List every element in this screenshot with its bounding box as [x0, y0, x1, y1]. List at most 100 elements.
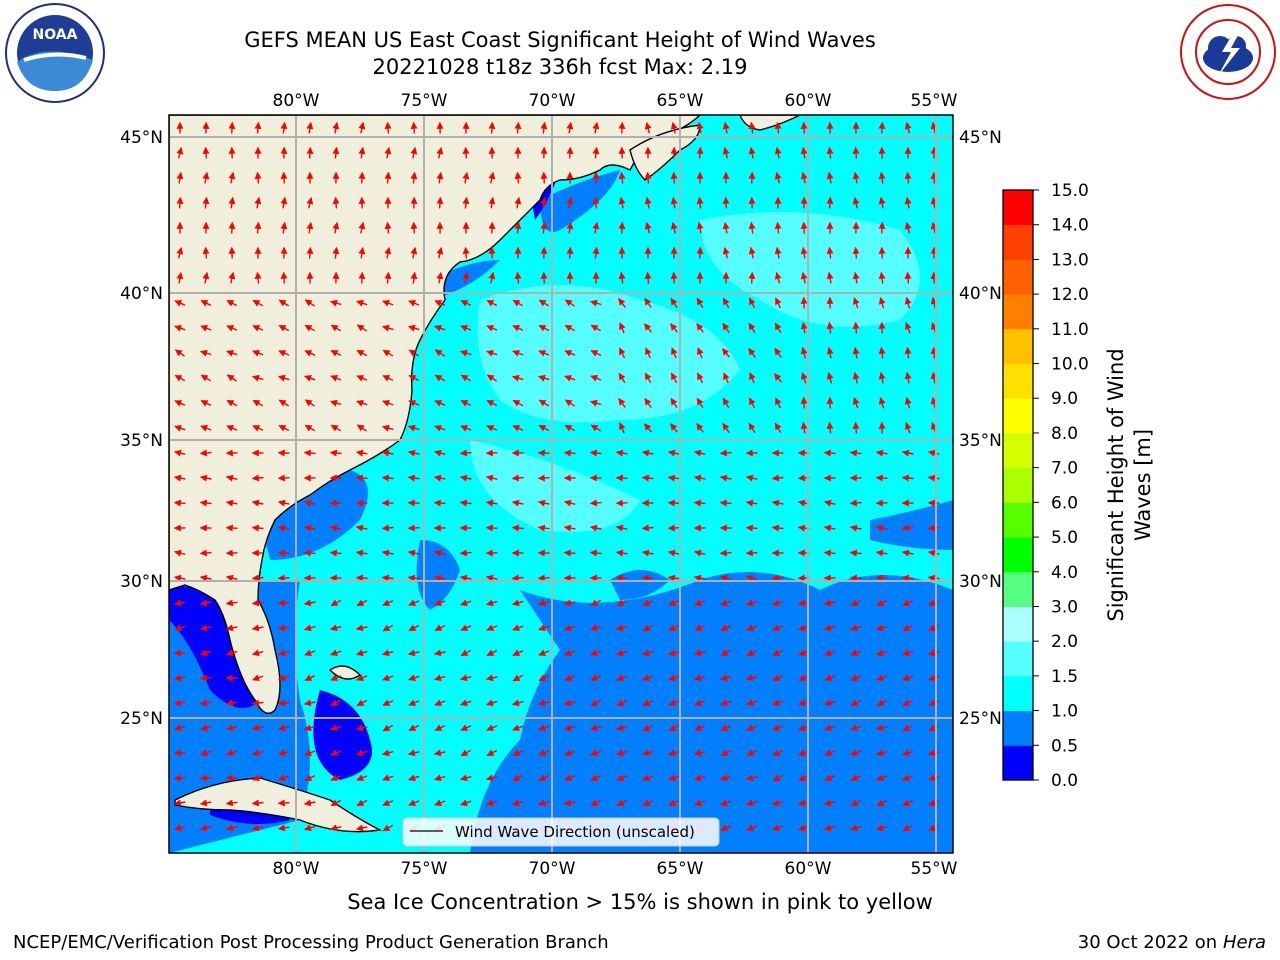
- wave-direction-arrow: [252, 374, 264, 382]
- wave-direction-arrow: [564, 399, 575, 407]
- wave-direction-arrow: [618, 121, 626, 134]
- wave-direction-arrow: [434, 774, 446, 782]
- wave-height-light-patches: [470, 212, 920, 532]
- wave-direction-arrow: [382, 699, 394, 706]
- wave-direction-arrow: [616, 649, 628, 657]
- wave-direction-arrow: [696, 221, 704, 234]
- wave-direction-arrow: [878, 121, 886, 134]
- lon-labels-top: 80°W 75°W 70°W 65°W 60°W 55°W: [273, 91, 958, 111]
- wave-direction-arrow: [670, 297, 678, 308]
- wave-direction-arrow: [303, 799, 316, 807]
- wave-direction-arrow: [615, 474, 628, 482]
- wave-direction-arrow: [407, 524, 420, 532]
- wave-direction-arrow: [225, 799, 238, 807]
- colorbar-label-line2: Waves [m]: [1131, 429, 1155, 541]
- wave-direction-arrow: [486, 599, 498, 607]
- wave-direction-arrow: [304, 749, 316, 756]
- wave-direction-arrow: [878, 346, 886, 359]
- wave-direction-arrow: [488, 271, 496, 284]
- wave-direction-arrow: [304, 299, 315, 307]
- wave-direction-arrow: [278, 299, 290, 307]
- wave-direction-arrow: [512, 624, 524, 632]
- wave-direction-arrow: [774, 146, 782, 159]
- wave-direction-arrow: [382, 749, 394, 757]
- wave-direction-arrow: [176, 247, 184, 259]
- wave-direction-arrow: [228, 171, 236, 184]
- wave-direction-arrow: [774, 121, 782, 134]
- wave-direction-arrow: [615, 624, 628, 632]
- wave-direction-arrow: [564, 674, 576, 682]
- colorbar-cell: [1003, 502, 1033, 538]
- wave-direction-arrow: [564, 499, 576, 507]
- wave-direction-arrow: [330, 375, 342, 382]
- wave-direction-arrow: [358, 146, 366, 159]
- wave-direction-arrow: [384, 246, 392, 259]
- wave-direction-arrow: [719, 574, 732, 582]
- wave-direction-arrow: [642, 624, 654, 632]
- wave-direction-arrow: [564, 374, 576, 382]
- wave-direction-arrow: [670, 171, 678, 184]
- wave-direction-arrow: [202, 196, 210, 209]
- wave-direction-arrow: [433, 649, 446, 657]
- wave-direction-arrow: [930, 221, 938, 234]
- wave-direction-arrow: [514, 196, 522, 209]
- wave-direction-arrow: [876, 649, 888, 657]
- wave-direction-arrow: [382, 299, 394, 307]
- wave-direction-arrow: [355, 549, 368, 557]
- colorbar-tick-label: 4.0: [1051, 563, 1078, 583]
- wave-direction-arrow: [488, 221, 496, 234]
- wave-direction-arrow: [252, 774, 264, 782]
- wave-direction-arrow: [199, 674, 212, 682]
- wave-direction-arrow: [746, 824, 758, 831]
- wave-direction-arrow: [641, 449, 654, 457]
- wave-direction-arrow: [408, 724, 420, 732]
- footer-host: Hera: [1222, 932, 1266, 953]
- wave-direction-arrow: [774, 221, 782, 234]
- wave-direction-arrow: [927, 749, 940, 757]
- wave-direction-arrow: [693, 574, 706, 582]
- wave-direction-arrow: [644, 397, 652, 408]
- wave-direction-arrow: [826, 346, 834, 359]
- wave-direction-arrow: [823, 699, 836, 707]
- wave-direction-arrow: [540, 221, 548, 234]
- wave-direction-arrow: [618, 271, 626, 284]
- wave-direction-arrow: [927, 649, 940, 657]
- wave-direction-arrow: [200, 374, 212, 382]
- lat-label-right: 35°N: [959, 431, 1002, 451]
- wave-direction-arrow: [252, 649, 264, 657]
- wave-direction-arrow: [538, 399, 550, 407]
- colorbar-cell: [1003, 606, 1033, 642]
- wave-direction-arrow: [384, 221, 392, 234]
- wave-direction-arrow: [277, 749, 290, 757]
- wave-direction-arrow: [722, 147, 730, 159]
- wave-direction-arrow: [174, 300, 186, 307]
- lon-label-top: 60°W: [785, 91, 832, 111]
- wave-direction-arrow: [408, 774, 420, 782]
- wave-direction-arrow: [202, 246, 210, 259]
- colorbar-cell: [1003, 259, 1033, 295]
- wave-direction-arrow: [852, 271, 860, 284]
- wave-direction-arrow: [252, 325, 264, 332]
- wave-direction-arrow: [459, 449, 472, 457]
- wave-direction-arrow: [382, 649, 394, 657]
- wave-direction-arrow: [225, 724, 238, 732]
- legend-label: Wind Wave Direction (unscaled): [455, 823, 695, 841]
- wave-direction-arrow: [330, 624, 342, 632]
- wave-direction-arrow: [355, 824, 368, 832]
- wave-direction-arrow: [849, 549, 862, 557]
- wave-direction-arrow: [719, 474, 732, 482]
- wave-direction-arrow: [410, 121, 418, 134]
- wave-direction-arrow: [852, 346, 860, 359]
- wave-direction-arrow: [720, 724, 732, 731]
- wave-direction-arrow: [304, 774, 316, 782]
- wave-direction-arrow: [774, 347, 782, 358]
- wave-direction-arrow: [590, 724, 602, 732]
- wave-direction-arrow: [693, 649, 706, 657]
- wave-direction-arrow: [226, 649, 238, 657]
- wave-direction-arrow: [486, 399, 498, 407]
- wave-direction-arrow: [355, 574, 368, 582]
- wave-direction-arrow: [826, 171, 834, 184]
- wave-direction-arrow: [800, 246, 808, 259]
- wave-direction-arrow: [514, 271, 522, 284]
- wave-direction-arrow: [537, 474, 550, 482]
